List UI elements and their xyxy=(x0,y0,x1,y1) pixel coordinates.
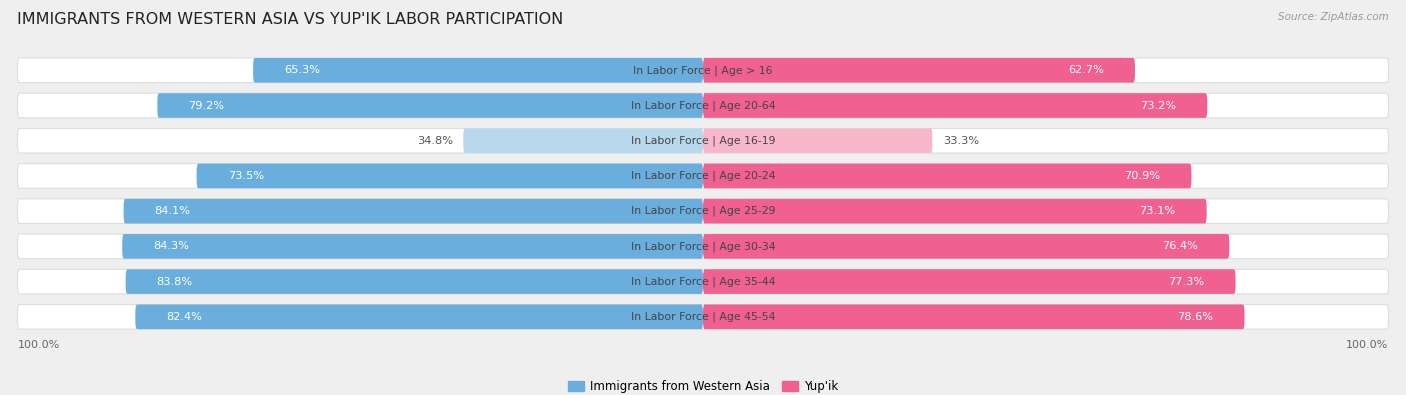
FancyBboxPatch shape xyxy=(17,234,1389,259)
FancyBboxPatch shape xyxy=(17,128,1389,153)
FancyBboxPatch shape xyxy=(157,93,703,118)
FancyBboxPatch shape xyxy=(703,305,1244,329)
Text: 65.3%: 65.3% xyxy=(284,65,321,75)
Text: In Labor Force | Age 30-34: In Labor Force | Age 30-34 xyxy=(631,241,775,252)
FancyBboxPatch shape xyxy=(122,234,703,259)
Text: 73.2%: 73.2% xyxy=(1140,100,1177,111)
Text: Source: ZipAtlas.com: Source: ZipAtlas.com xyxy=(1278,12,1389,22)
Text: 73.5%: 73.5% xyxy=(228,171,264,181)
FancyBboxPatch shape xyxy=(17,305,1389,329)
Text: 34.8%: 34.8% xyxy=(418,136,453,146)
FancyBboxPatch shape xyxy=(703,164,1191,188)
Text: 79.2%: 79.2% xyxy=(188,100,225,111)
Text: In Labor Force | Age 25-29: In Labor Force | Age 25-29 xyxy=(631,206,775,216)
Text: 77.3%: 77.3% xyxy=(1168,276,1205,287)
Text: 70.9%: 70.9% xyxy=(1125,171,1160,181)
FancyBboxPatch shape xyxy=(703,269,1236,294)
Text: In Labor Force | Age 16-19: In Labor Force | Age 16-19 xyxy=(631,135,775,146)
Text: In Labor Force | Age 45-54: In Labor Force | Age 45-54 xyxy=(631,312,775,322)
FancyBboxPatch shape xyxy=(253,58,703,83)
Text: 76.4%: 76.4% xyxy=(1163,241,1198,251)
Text: 62.7%: 62.7% xyxy=(1069,65,1104,75)
Text: In Labor Force | Age 20-64: In Labor Force | Age 20-64 xyxy=(631,100,775,111)
FancyBboxPatch shape xyxy=(197,164,703,188)
Text: In Labor Force | Age 20-24: In Labor Force | Age 20-24 xyxy=(631,171,775,181)
FancyBboxPatch shape xyxy=(125,269,703,294)
Text: 78.6%: 78.6% xyxy=(1177,312,1213,322)
FancyBboxPatch shape xyxy=(703,58,1135,83)
Text: 73.1%: 73.1% xyxy=(1139,206,1175,216)
Text: 100.0%: 100.0% xyxy=(17,340,59,350)
Text: 84.3%: 84.3% xyxy=(153,241,190,251)
FancyBboxPatch shape xyxy=(703,128,932,153)
Text: IMMIGRANTS FROM WESTERN ASIA VS YUP'IK LABOR PARTICIPATION: IMMIGRANTS FROM WESTERN ASIA VS YUP'IK L… xyxy=(17,12,564,27)
Text: 83.8%: 83.8% xyxy=(156,276,193,287)
Text: 100.0%: 100.0% xyxy=(1347,340,1389,350)
FancyBboxPatch shape xyxy=(17,164,1389,188)
FancyBboxPatch shape xyxy=(703,93,1208,118)
Text: In Labor Force | Age > 16: In Labor Force | Age > 16 xyxy=(633,65,773,75)
FancyBboxPatch shape xyxy=(17,93,1389,118)
FancyBboxPatch shape xyxy=(17,199,1389,224)
FancyBboxPatch shape xyxy=(124,199,703,224)
FancyBboxPatch shape xyxy=(135,305,703,329)
Text: In Labor Force | Age 35-44: In Labor Force | Age 35-44 xyxy=(631,276,775,287)
FancyBboxPatch shape xyxy=(17,269,1389,294)
FancyBboxPatch shape xyxy=(463,128,703,153)
Legend: Immigrants from Western Asia, Yup'ik: Immigrants from Western Asia, Yup'ik xyxy=(562,376,844,395)
FancyBboxPatch shape xyxy=(17,58,1389,83)
Text: 82.4%: 82.4% xyxy=(166,312,202,322)
Text: 33.3%: 33.3% xyxy=(943,136,979,146)
FancyBboxPatch shape xyxy=(703,199,1206,224)
Text: 84.1%: 84.1% xyxy=(155,206,191,216)
FancyBboxPatch shape xyxy=(703,234,1229,259)
